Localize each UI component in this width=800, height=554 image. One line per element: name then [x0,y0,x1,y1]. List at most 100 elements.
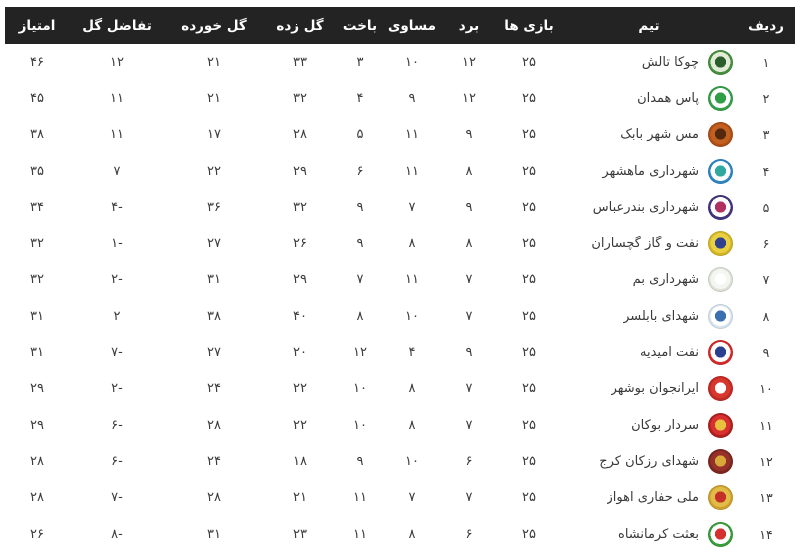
rank-cell: ۶ [762,236,770,252]
goal-diff-cell: -۱ [111,236,123,252]
team-cell[interactable]: سردار بوکان [561,407,737,443]
team-wrap: پاس همدان [561,85,737,111]
team-cell[interactable]: چوکا تالش [561,44,737,80]
team-name[interactable]: شهرداری بم [632,272,699,288]
goals-for-cell: ۲۲ [293,417,307,433]
wins-cell: ۸ [465,236,473,252]
draws-cell: ۴ [408,345,416,361]
team-cell[interactable]: شهدای رزکان کرج [561,443,737,479]
team-cell[interactable]: ایرانجوان بوشهر [561,371,737,407]
goal-diff-cell: -۷ [111,345,123,361]
rank-cell: ۵ [762,199,770,215]
wins-cell: ۶ [465,453,473,469]
points-cell: ۲۶ [30,526,44,542]
draws-cell: ۸ [408,236,416,252]
goals-against-cell: ۲۴ [207,453,221,469]
team-logo-icon [708,158,733,184]
standings-table: ردیف تیم بازی ها برد مساوی باخت گل زده گ… [5,7,795,552]
played-cell: ۲۵ [522,54,536,70]
team-cell[interactable]: پاس همدان [561,80,737,116]
team-cell[interactable]: بعثت کرمانشاه [561,516,737,552]
points-cell: ۳۲ [30,236,44,252]
points-cell: ۳۴ [30,199,44,215]
played-cell: ۲۵ [522,345,536,361]
losses-cell: ۱۱ [353,490,367,506]
wins-cell: ۷ [465,308,473,324]
goals-for-cell: ۴۰ [293,308,307,324]
points-cell: ۳۸ [30,127,44,143]
wins-cell: ۸ [465,163,473,179]
goal-diff-cell: ۱۲ [110,54,124,70]
team-wrap: شهدای بابلسر [561,303,737,329]
goals-against-cell: ۳۸ [207,308,221,324]
goals-for-cell: ۳۳ [293,54,307,70]
wins-cell: ۱۲ [462,90,476,106]
losses-cell: ۹ [356,453,364,469]
goals-for-cell: ۲۰ [293,345,307,361]
points-cell: ۴۶ [30,54,44,70]
team-logo-icon [708,85,733,111]
team-wrap: نفت امیدیه [561,340,737,366]
header-goals-against: گل خورده [165,7,263,44]
team-name[interactable]: بعثت کرمانشاه [618,526,699,542]
team-name[interactable]: مس شهر بابک [620,127,699,143]
points-cell: ۲۹ [30,381,44,397]
team-name[interactable]: نفت و گاز گچساران [591,236,699,252]
goal-diff-cell: -۴ [111,199,123,215]
goals-against-cell: ۲۷ [207,345,221,361]
team-name[interactable]: شهرداری بندرعباس [592,199,699,215]
goals-for-cell: ۲۸ [293,127,307,143]
goals-against-cell: ۳۱ [207,526,221,542]
team-name[interactable]: سردار بوکان [631,417,699,433]
team-cell[interactable]: نفت امیدیه [561,334,737,370]
points-cell: ۳۲ [30,272,44,288]
header-goal-diff: تفاضل گل [69,7,165,44]
team-wrap: ملی حفاری اهواز [561,485,737,511]
team-logo-icon [708,521,733,547]
wins-cell: ۷ [465,417,473,433]
goals-against-cell: ۲۴ [207,381,221,397]
rank-cell: ۱۰ [759,381,773,397]
team-name[interactable]: نفت امیدیه [639,345,699,361]
goals-against-cell: ۲۲ [207,163,221,179]
header-draws: مساوی [383,7,441,44]
team-logo-icon [708,49,733,75]
goal-diff-cell: ۲ [113,308,121,324]
played-cell: ۲۵ [522,272,536,288]
wins-cell: ۹ [465,345,473,361]
rank-cell: ۲ [762,90,770,106]
table-row: ۵ شهرداری بندرعباس ۲۵ ۹ ۷ ۹ ۳۲ ۳۶ -۴ ۳۴ [5,189,795,225]
team-cell[interactable]: مس شهر بابک [561,117,737,153]
team-logo-icon [708,412,733,438]
table-row: ۷ شهرداری بم ۲۵ ۷ ۱۱ ۷ ۲۹ ۳۱ -۲ ۳۲ [5,262,795,298]
table-row: ۱۱ سردار بوکان ۲۵ ۷ ۸ ۱۰ ۲۲ ۲۸ -۶ ۲۹ [5,407,795,443]
played-cell: ۲۵ [522,526,536,542]
table-row: ۱۳ ملی حفاری اهواز ۲۵ ۷ ۷ ۱۱ ۲۱ ۲۸ -۷ ۲۸ [5,480,795,516]
rank-cell: ۱ [762,54,770,70]
team-wrap: شهرداری بندرعباس [561,194,737,220]
team-name[interactable]: چوکا تالش [641,54,699,70]
team-cell[interactable]: شهرداری ماهشهر [561,153,737,189]
team-name[interactable]: شهدای بابلسر [623,308,699,324]
team-cell[interactable]: شهرداری بندرعباس [561,189,737,225]
played-cell: ۲۵ [522,417,536,433]
team-cell[interactable]: ملی حفاری اهواز [561,480,737,516]
wins-cell: ۶ [465,526,473,542]
losses-cell: ۱۲ [353,345,367,361]
team-wrap: مس شهر بابک [561,122,737,148]
team-name[interactable]: شهرداری ماهشهر [602,163,699,179]
wins-cell: ۹ [465,199,473,215]
team-cell[interactable]: شهرداری بم [561,262,737,298]
team-cell[interactable]: نفت و گاز گچساران [561,225,737,261]
team-name[interactable]: پاس همدان [637,90,699,106]
goals-for-cell: ۳۲ [293,90,307,106]
team-name[interactable]: ملی حفاری اهواز [606,490,699,506]
goal-diff-cell: -۸ [111,526,123,542]
team-logo-icon [708,194,733,220]
played-cell: ۲۵ [522,236,536,252]
team-name[interactable]: شهدای رزکان کرج [599,453,699,469]
team-name[interactable]: ایرانجوان بوشهر [610,381,699,397]
goals-against-cell: ۲۸ [207,417,221,433]
goals-against-cell: ۲۸ [207,490,221,506]
team-cell[interactable]: شهدای بابلسر [561,298,737,334]
